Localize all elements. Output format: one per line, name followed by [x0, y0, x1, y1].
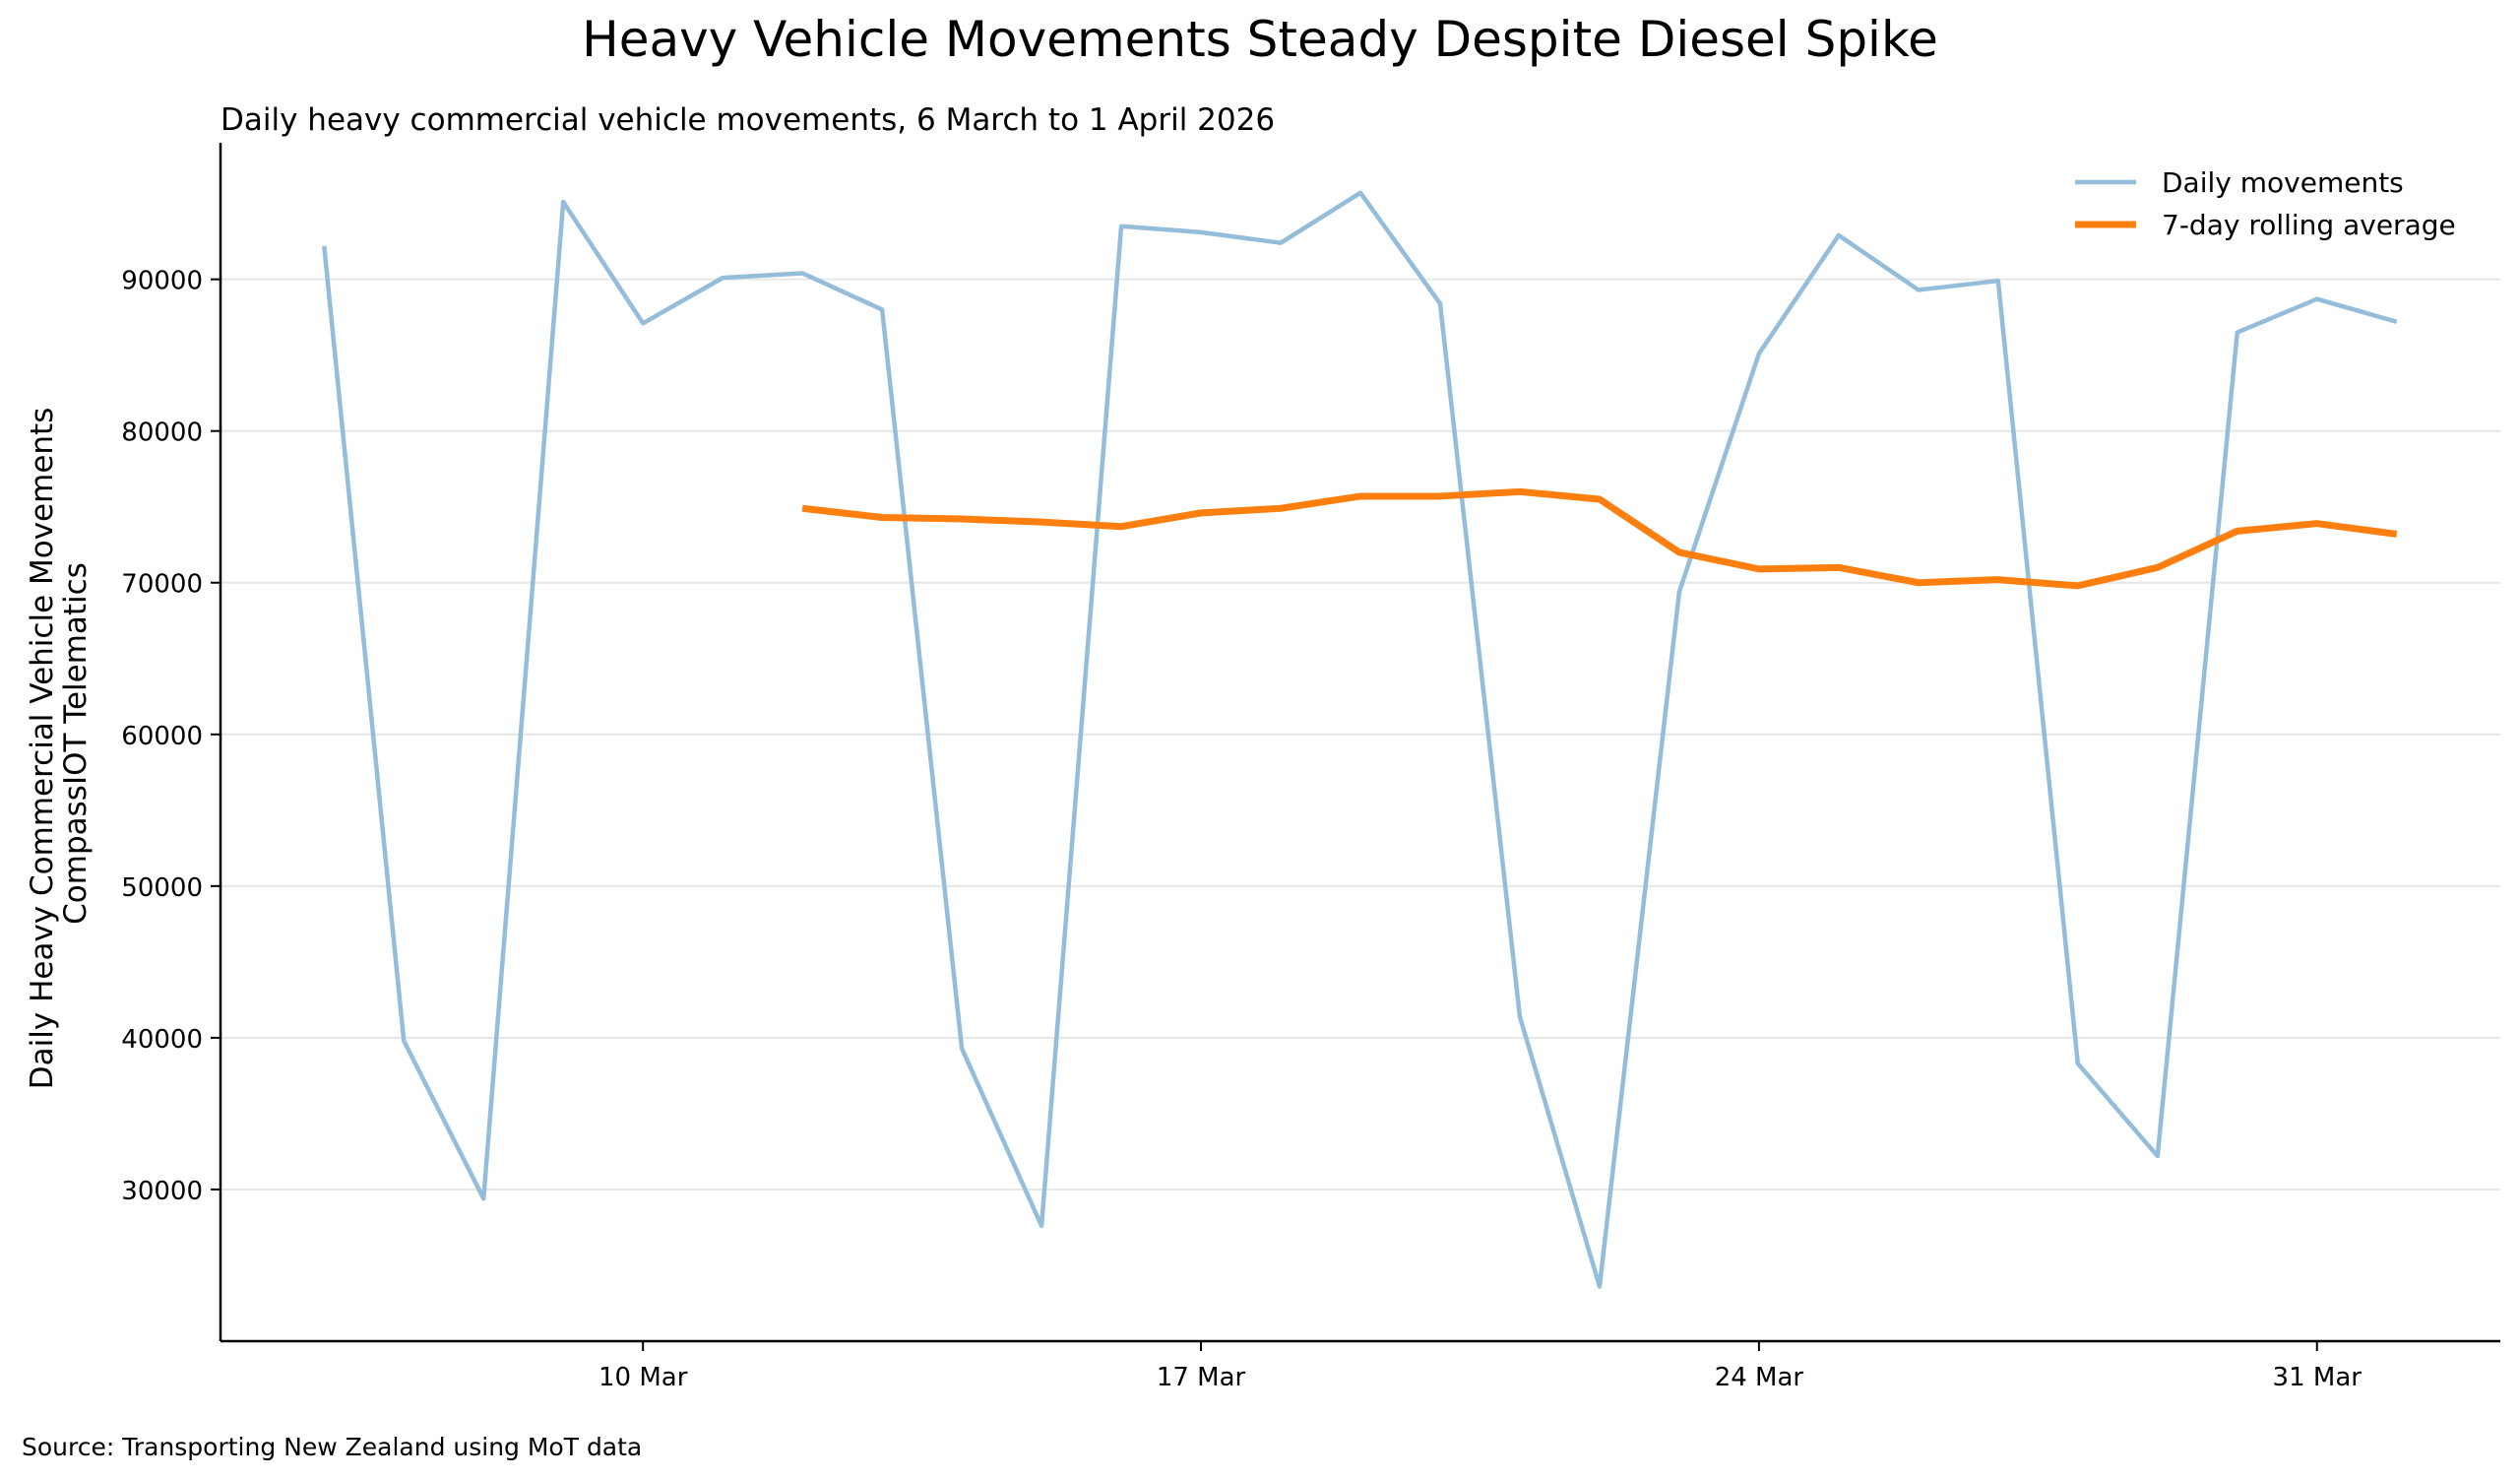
y-axis-label-line-2: CompassIOT Telematics: [58, 562, 94, 925]
rolling-average-point: [802, 508, 803, 509]
daily-movements-point: [1439, 303, 1440, 304]
x-tick-label: 24 Mar: [1715, 1363, 1804, 1392]
x-tick-label: 10 Mar: [598, 1363, 688, 1392]
daily-movements-point: [404, 1040, 405, 1041]
y-axis-label-line-1: Daily Heavy Commercial Vehicle Movements: [25, 408, 60, 1090]
rolling-average-point: [1838, 567, 1839, 568]
rolling-average-point: [882, 517, 883, 518]
rolling-average-point: [1758, 568, 1759, 569]
y-tick-label: 50000: [121, 873, 203, 903]
y-axis-label: Daily Heavy Commercial Vehicle Movements…: [25, 398, 94, 1089]
daily-movements-point: [643, 323, 644, 324]
y-tick-label: 30000: [121, 1177, 203, 1206]
daily-movements-point: [1519, 1016, 1520, 1017]
rolling-average-point: [2236, 531, 2237, 532]
rolling-average-point: [1201, 512, 1202, 513]
source-note: Source: Transporting New Zealand using M…: [22, 1433, 642, 1461]
rolling-average-point: [1360, 495, 1361, 496]
rolling-average-point: [1439, 495, 1440, 496]
rolling-average-point: [2157, 567, 2158, 568]
rolling-average-point: [1519, 491, 1520, 492]
daily-movements-point: [563, 202, 564, 203]
daily-movements-point: [1041, 1225, 1042, 1226]
legend-label-rolling: 7-day rolling average: [2162, 209, 2456, 241]
series-lines: [322, 190, 2398, 1289]
daily-movements-point: [1997, 281, 1998, 282]
rolling-average-point: [1121, 526, 1122, 527]
daily-movements-point: [882, 309, 883, 310]
rolling-average-point: [1041, 522, 1042, 523]
daily-movements-point: [1838, 234, 1839, 235]
daily-movements-point: [324, 245, 325, 246]
y-axis-ticks: 30000 40000 50000 60000 70000 80000 90000: [121, 267, 220, 1206]
daily-movements-point: [962, 1048, 963, 1049]
rolling-average-point: [1997, 579, 1998, 580]
y-tick-label: 90000: [121, 267, 203, 296]
daily-movements-point: [802, 273, 803, 274]
daily-movements-point: [1678, 591, 1679, 592]
y-tick-label: 40000: [121, 1025, 203, 1055]
daily-movements-point: [1121, 225, 1122, 226]
rolling-average-line: [801, 487, 2398, 590]
rolling-average-point: [2316, 523, 2317, 524]
daily-movements-point: [1201, 231, 1202, 232]
rolling-average-point: [962, 519, 963, 520]
y-tick-label: 60000: [121, 722, 203, 751]
rolling-average-point: [1281, 508, 1282, 509]
x-tick-label: 31 Mar: [2273, 1363, 2362, 1392]
y-tick-label: 80000: [121, 418, 203, 448]
daily-movements-point: [483, 1198, 484, 1199]
daily-movements-point: [1599, 1286, 1600, 1287]
daily-movements-point: [1281, 242, 1282, 243]
grid-lines: [220, 278, 2500, 1190]
rolling-average-point: [1918, 582, 1919, 583]
daily-movements-point: [2236, 332, 2237, 333]
x-tick-label: 17 Mar: [1157, 1363, 1246, 1392]
legend: Daily movements 7-day rolling average: [2075, 166, 2456, 241]
x-axis-ticks: 10 Mar 17 Mar 24 Mar 31 Mar: [598, 1341, 2362, 1392]
daily-movements-point: [2396, 321, 2397, 322]
daily-movements-line: [322, 190, 2398, 1289]
daily-movements-point: [2316, 298, 2317, 299]
chart-subtitle: Daily heavy commercial vehicle movements…: [220, 102, 1275, 138]
y-tick-label: 70000: [121, 570, 203, 600]
rolling-average-point: [2396, 534, 2397, 535]
rolling-average-point: [1678, 551, 1679, 552]
legend-label-daily: Daily movements: [2162, 166, 2404, 199]
chart-title: Heavy Vehicle Movements Steady Despite D…: [582, 11, 1938, 68]
daily-movements-point: [723, 278, 724, 279]
daily-movements-point: [2157, 1156, 2158, 1157]
axes: [219, 143, 2500, 1343]
rolling-average-point: [1599, 499, 1600, 500]
daily-movements-point: [2077, 1063, 2078, 1064]
daily-movements-point: [1360, 192, 1361, 193]
rolling-average-point: [2077, 585, 2078, 586]
